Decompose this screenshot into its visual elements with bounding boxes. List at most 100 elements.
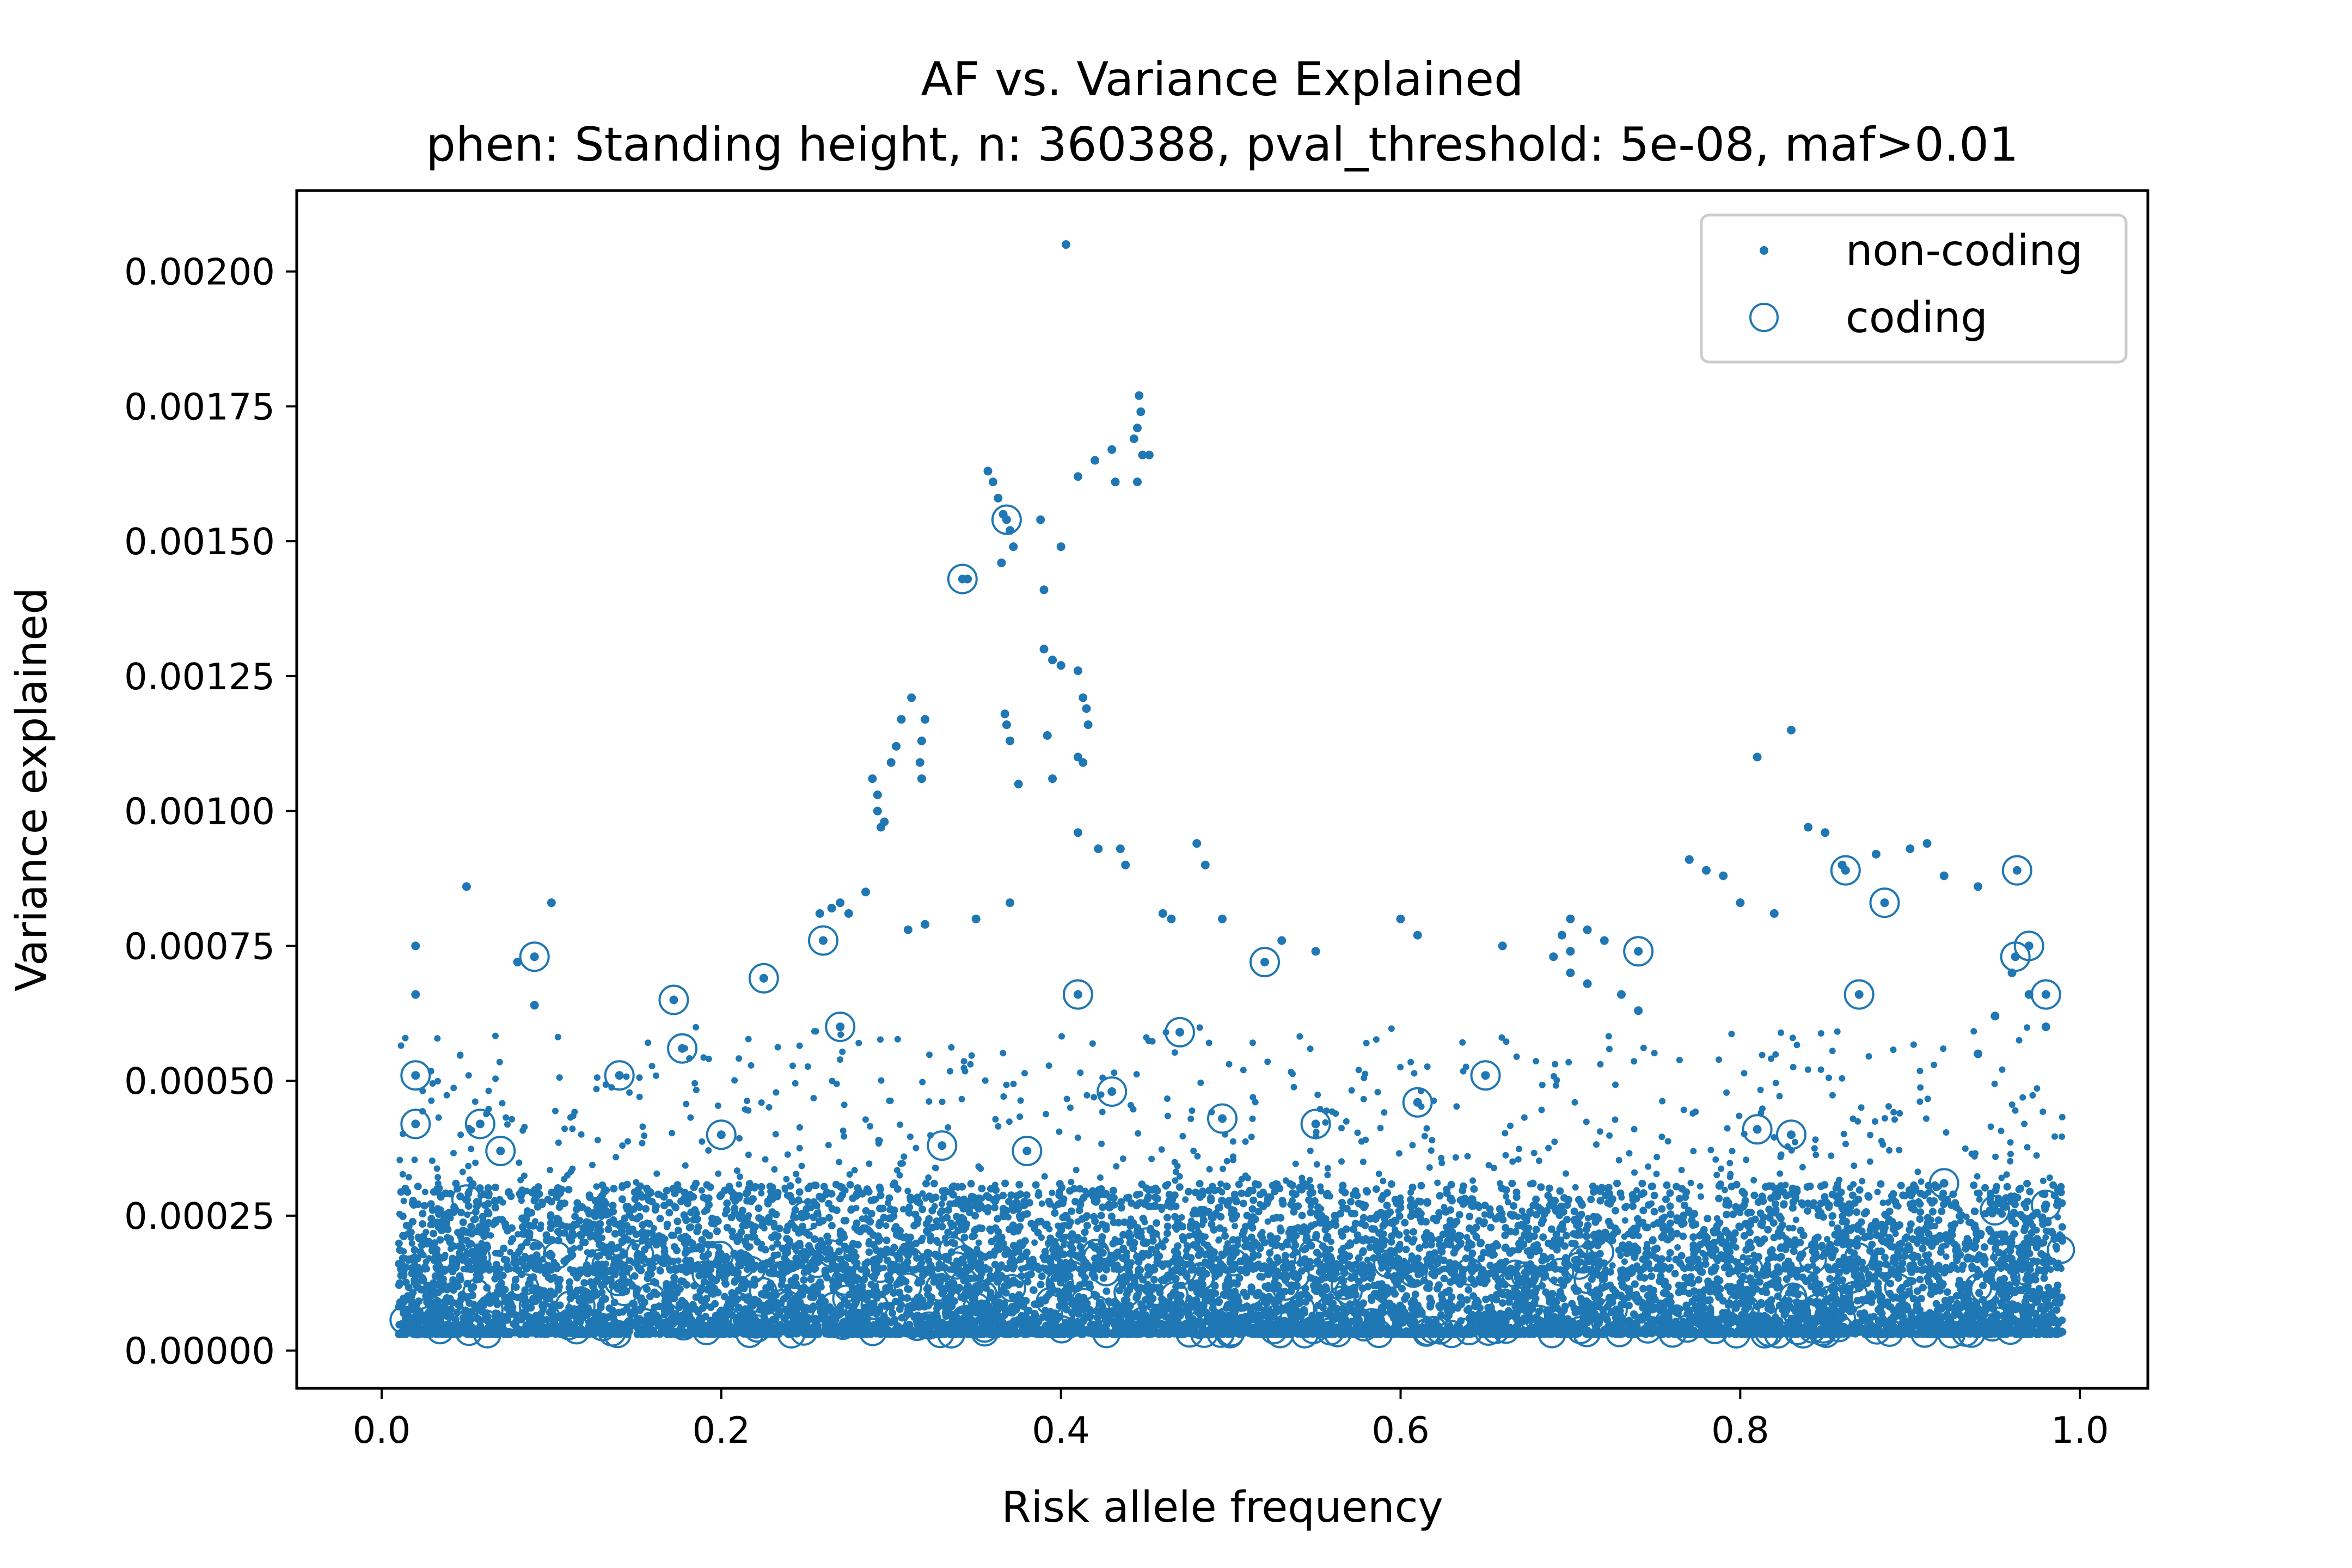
data-point-non-coding: [1666, 1189, 1674, 1197]
data-point-non-coding: [1547, 1225, 1555, 1233]
data-point-non-coding: [1561, 1242, 1569, 1250]
data-point-non-coding: [1877, 1180, 1885, 1188]
data-point-non-coding: [1239, 1199, 1247, 1208]
data-point-non-coding: [1383, 1189, 1391, 1197]
data-point-non-coding: [1650, 1208, 1658, 1216]
data-point-non-coding: [1277, 1214, 1285, 1222]
data-point-non-coding: [1447, 1180, 1455, 1189]
data-point-non-coding: [1435, 1281, 1443, 1289]
data-point-non-coding: [630, 1272, 639, 1280]
data-point-non-coding: [1051, 1209, 1059, 1217]
data-point-non-coding: [1735, 1222, 1743, 1230]
data-point-non-coding: [877, 1185, 884, 1193]
data-point-non-coding: [1477, 1254, 1485, 1263]
data-point-non-coding: [502, 1223, 510, 1231]
data-point-non-coding: [775, 1224, 783, 1233]
data-point-non-coding: [1906, 1245, 1914, 1253]
data-point-non-coding: [1909, 1235, 1917, 1243]
data-point-non-coding: [580, 1279, 589, 1287]
data-point-non-coding: [419, 1220, 427, 1228]
data-point-non-coding: [1563, 1232, 1570, 1240]
data-point-non-coding: [1298, 1211, 1306, 1220]
data-point-non-coding: [484, 1184, 492, 1192]
data-point-non-coding: [1542, 1288, 1550, 1296]
data-point-non-coding: [1724, 1199, 1732, 1207]
data-point-non-coding: [1622, 1274, 1631, 1282]
data-point-non-coding: [405, 1322, 413, 1331]
data-point-non-coding: [1853, 1208, 1861, 1216]
data-point-non-coding: [1539, 1233, 1547, 1241]
data-point-non-coding: [1083, 1222, 1091, 1230]
data-point-non-coding: [1243, 1211, 1251, 1220]
data-point-non-coding: [1238, 1189, 1246, 1197]
data-point-non-coding: [635, 1212, 644, 1221]
data-point-non-coding: [1510, 1202, 1518, 1210]
data-point-non-coding: [642, 1205, 650, 1213]
data-point-non-coding: [1663, 1181, 1671, 1189]
data-point-non-coding: [1673, 1229, 1681, 1238]
data-point-non-coding: [1916, 1208, 1925, 1216]
data-point-non-coding: [1377, 1195, 1386, 1203]
data-point-non-coding: [635, 1203, 644, 1211]
data-point-non-coding: [1545, 1184, 1553, 1192]
data-point-non-coding: [1120, 1218, 1128, 1226]
data-point-non-coding: [1675, 1195, 1683, 1203]
data-point-non-coding: [1828, 1212, 1836, 1220]
data-point-non-coding: [1347, 1198, 1355, 1206]
data-point-non-coding: [1327, 1306, 1334, 1314]
data-point-non-coding: [1312, 1230, 1320, 1239]
data-point-non-coding: [1587, 1195, 1595, 1203]
data-point-non-coding: [1037, 1281, 1045, 1289]
data-point-non-coding: [536, 1322, 544, 1330]
data-point-non-coding: [1612, 1206, 1619, 1215]
data-point-non-coding: [755, 1204, 763, 1212]
data-point-non-coding: [1666, 1202, 1674, 1210]
data-point-non-coding: [1804, 1207, 1811, 1215]
data-point-non-coding: [1235, 1180, 1243, 1189]
data-point-non-coding: [1387, 1180, 1395, 1188]
data-point-non-coding: [1144, 1193, 1153, 1201]
data-point-non-coding: [1254, 1181, 1262, 1189]
data-point-non-coding: [1825, 1203, 1833, 1211]
data-point-non-coding: [1728, 1183, 1736, 1191]
data-point-non-coding: [1417, 1210, 1425, 1218]
data-point-non-coding: [453, 1308, 461, 1316]
data-point-non-coding: [2054, 1281, 2062, 1289]
data-point-non-coding: [459, 1218, 467, 1226]
data-point-non-coding: [610, 1298, 618, 1307]
data-point-non-coding: [1151, 1202, 1159, 1210]
data-point-non-coding: [1873, 1231, 1881, 1239]
data-point-non-coding: [1093, 1224, 1101, 1233]
data-point-non-coding: [682, 1216, 690, 1224]
data-point-non-coding: [1037, 1296, 1045, 1304]
data-point-non-coding: [1689, 1241, 1698, 1249]
data-point-non-coding: [1457, 1300, 1465, 1308]
data-point-non-coding: [1869, 1275, 1877, 1283]
data-point-non-coding: [773, 1240, 781, 1248]
data-point-non-coding: [1916, 1215, 1924, 1223]
data-point-non-coding: [1583, 1232, 1590, 1240]
data-point-non-coding: [1679, 1232, 1687, 1240]
data-point-non-coding: [2058, 1223, 2066, 1231]
data-point-non-coding: [1117, 1204, 1125, 1212]
data-point-non-coding: [1671, 1270, 1679, 1278]
data-point-non-coding: [1107, 1212, 1116, 1221]
data-point-non-coding: [1248, 1205, 1257, 1213]
data-point-non-coding: [1783, 1275, 1791, 1283]
data-point-non-coding: [889, 1309, 897, 1318]
data-point-non-coding: [1505, 1298, 1513, 1306]
data-point-non-coding: [1649, 1236, 1657, 1244]
data-point-non-coding: [1653, 1245, 1661, 1252]
data-point-non-coding: [1153, 1219, 1161, 1227]
data-point-non-coding: [1938, 1207, 1946, 1215]
data-point-non-coding: [1142, 1184, 1150, 1192]
data-point-non-coding: [795, 1188, 804, 1196]
data-point-non-coding: [1402, 1292, 1411, 1300]
data-point-non-coding: [695, 1272, 703, 1279]
data-point-non-coding: [1099, 1274, 1107, 1282]
data-point-non-coding: [1102, 1287, 1111, 1295]
data-point-non-coding: [1666, 1219, 1674, 1227]
data-point-non-coding: [1250, 1196, 1258, 1204]
data-point-non-coding: [840, 1217, 848, 1225]
